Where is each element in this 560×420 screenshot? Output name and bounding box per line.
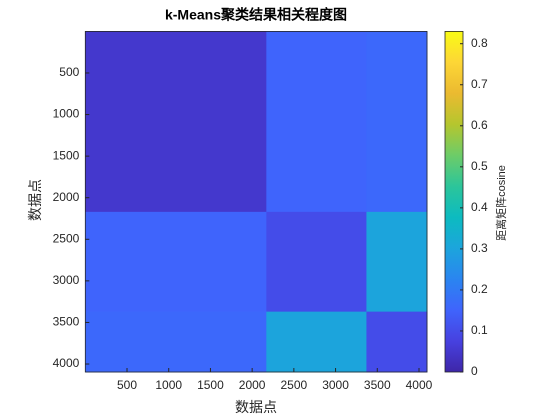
colorbar-tick-label: 0.1 xyxy=(471,323,488,337)
heatmap-cell xyxy=(366,211,428,313)
chart-title: k-Means聚类结果相关程度图 xyxy=(165,7,347,23)
y-tick-label: 1500 xyxy=(53,148,80,162)
colorbar-tick-label: 0.7 xyxy=(471,77,488,91)
colorbar xyxy=(444,30,464,373)
colorbar-tick-label: 0.8 xyxy=(471,36,488,50)
heatmap-cell xyxy=(266,31,367,213)
x-tick-label: 3500 xyxy=(364,378,391,392)
y-tick-label: 2000 xyxy=(53,190,80,204)
y-axis-label: 数据点 xyxy=(28,179,44,221)
x-tick-label: 2000 xyxy=(239,378,266,392)
x-axis-label: 数据点 xyxy=(235,400,277,416)
y-tick-label: 4000 xyxy=(53,356,80,370)
heatmap-cell xyxy=(266,211,367,313)
x-tick-label: 3000 xyxy=(322,378,349,392)
x-tick-label: 1500 xyxy=(197,378,224,392)
y-tick-label: 1000 xyxy=(53,107,80,121)
y-tick-label: 500 xyxy=(59,65,79,79)
colorbar-tick-label: 0.3 xyxy=(471,241,488,255)
colorbar-tick-label: 0.4 xyxy=(471,200,488,214)
heatmap-cell xyxy=(366,311,428,373)
heatmap-cell xyxy=(85,211,267,313)
x-tick-label: 500 xyxy=(117,378,137,392)
heatmap-cell xyxy=(266,311,367,373)
colorbar-label: 距离矩阵cosine xyxy=(494,165,508,241)
heatmap-cell xyxy=(366,31,428,213)
y-tick-label: 3500 xyxy=(53,315,80,329)
y-tick-label: 2500 xyxy=(53,231,80,245)
colorbar-tick-label: 0.2 xyxy=(471,282,488,296)
axes-box xyxy=(84,30,428,373)
y-tick-label: 3000 xyxy=(53,273,80,287)
heatmap-cell xyxy=(85,31,267,213)
x-tick-label: 1000 xyxy=(155,378,182,392)
x-tick-label: 4000 xyxy=(406,378,433,392)
heatmap-cell xyxy=(85,311,267,373)
colorbar-tick-label: 0 xyxy=(471,364,478,378)
colorbar-tick-label: 0.6 xyxy=(471,118,488,132)
x-tick-label: 2500 xyxy=(281,378,308,392)
colorbar-tick-label: 0.5 xyxy=(471,159,488,173)
